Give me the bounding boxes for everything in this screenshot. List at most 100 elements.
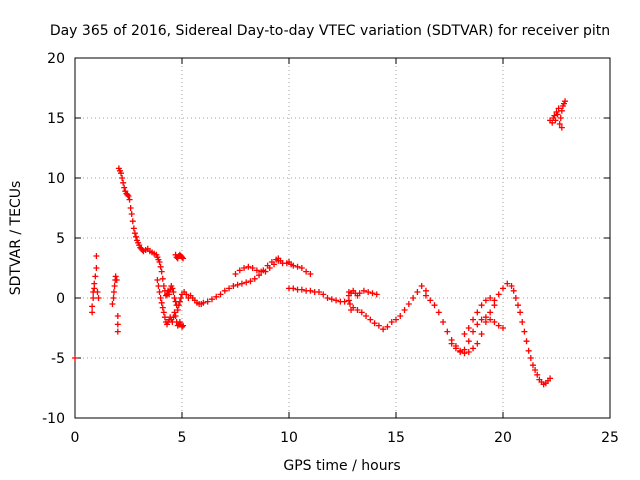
data-point [154,277,161,283]
data-point [405,301,412,307]
data-point [172,313,179,319]
data-point [444,328,451,335]
data-point [161,314,168,321]
data-point [159,304,166,311]
x-tick-label: 25 [601,430,619,446]
data-point [217,291,224,298]
data-point [177,295,184,301]
data-point [521,328,528,335]
data-point [529,362,536,369]
data-point [523,338,530,345]
data-point [487,309,494,316]
data-point [358,309,365,316]
data-point [221,287,228,294]
data-point [414,289,421,295]
data-point [384,323,391,330]
data-point [169,285,176,292]
data-point [298,265,305,271]
data-point [478,331,485,337]
data-point [401,307,408,313]
data-point [226,285,233,292]
y-tick-label: -5 [51,351,65,367]
data-point [170,289,177,295]
data-point [363,313,370,319]
data-point [333,297,340,304]
data-point [514,302,521,309]
data-point [547,375,554,382]
data-point [478,316,485,323]
data-point [204,298,211,305]
data-point [131,230,138,237]
data-point [157,263,164,270]
data-point [234,281,241,288]
data-point [341,298,348,305]
data-point [369,290,376,297]
data-point [114,328,121,335]
data-point [132,233,139,240]
data-point [160,283,167,289]
data-point [461,346,468,353]
data-point [159,275,166,282]
data-point [109,301,116,307]
x-tick-label: 20 [494,430,512,446]
data-point [328,296,335,303]
x-tick-label: 0 [71,430,80,446]
data-point [474,309,481,316]
data-point [113,277,120,283]
data-point [525,347,532,354]
data-point [213,293,220,300]
data-point [245,263,252,270]
data-point [110,295,117,301]
data-point [256,272,263,279]
data-point [174,307,181,313]
data-point [162,292,169,299]
data-point [249,265,256,271]
data-point [89,309,96,316]
data-point [111,283,118,289]
data-point [562,98,569,105]
data-point [128,211,135,217]
data-point [307,271,314,277]
y-tick-label: 10 [47,171,65,187]
data-point [549,119,556,126]
data-point [251,275,258,282]
data-point [558,124,565,131]
data-point [410,295,417,301]
x-tick-label: 10 [280,430,298,446]
data-point [556,121,563,127]
data-point [482,314,489,321]
data-series-sdtvar [72,98,569,388]
chart-title: Day 365 of 2016, Sidereal Day-to-day VTE… [50,23,610,39]
data-point [271,261,278,268]
data-point [504,280,511,287]
x-tick-label: 15 [387,430,405,446]
data-point [465,338,472,345]
data-point [512,295,519,301]
data-point [554,111,561,118]
data-point [555,105,562,112]
data-point [373,291,380,298]
data-point [166,291,173,298]
data-point [487,316,494,323]
data-point [320,291,327,298]
data-point [118,170,125,177]
data-point [465,325,472,331]
data-point [346,301,353,307]
data-point [519,319,526,325]
data-point [93,253,100,259]
data-point [290,285,297,292]
data-point [183,291,190,298]
data-point [179,323,185,330]
data-point [180,255,187,262]
data-point [491,319,498,325]
data-point [155,283,162,289]
data-point [474,321,481,328]
x-axis-label: GPS time / hours [283,458,400,474]
data-point [253,267,260,274]
data-point [262,268,269,275]
data-point [482,297,489,304]
data-point [114,313,121,319]
data-point [517,309,524,316]
data-point [452,345,459,352]
data-point [180,322,187,329]
